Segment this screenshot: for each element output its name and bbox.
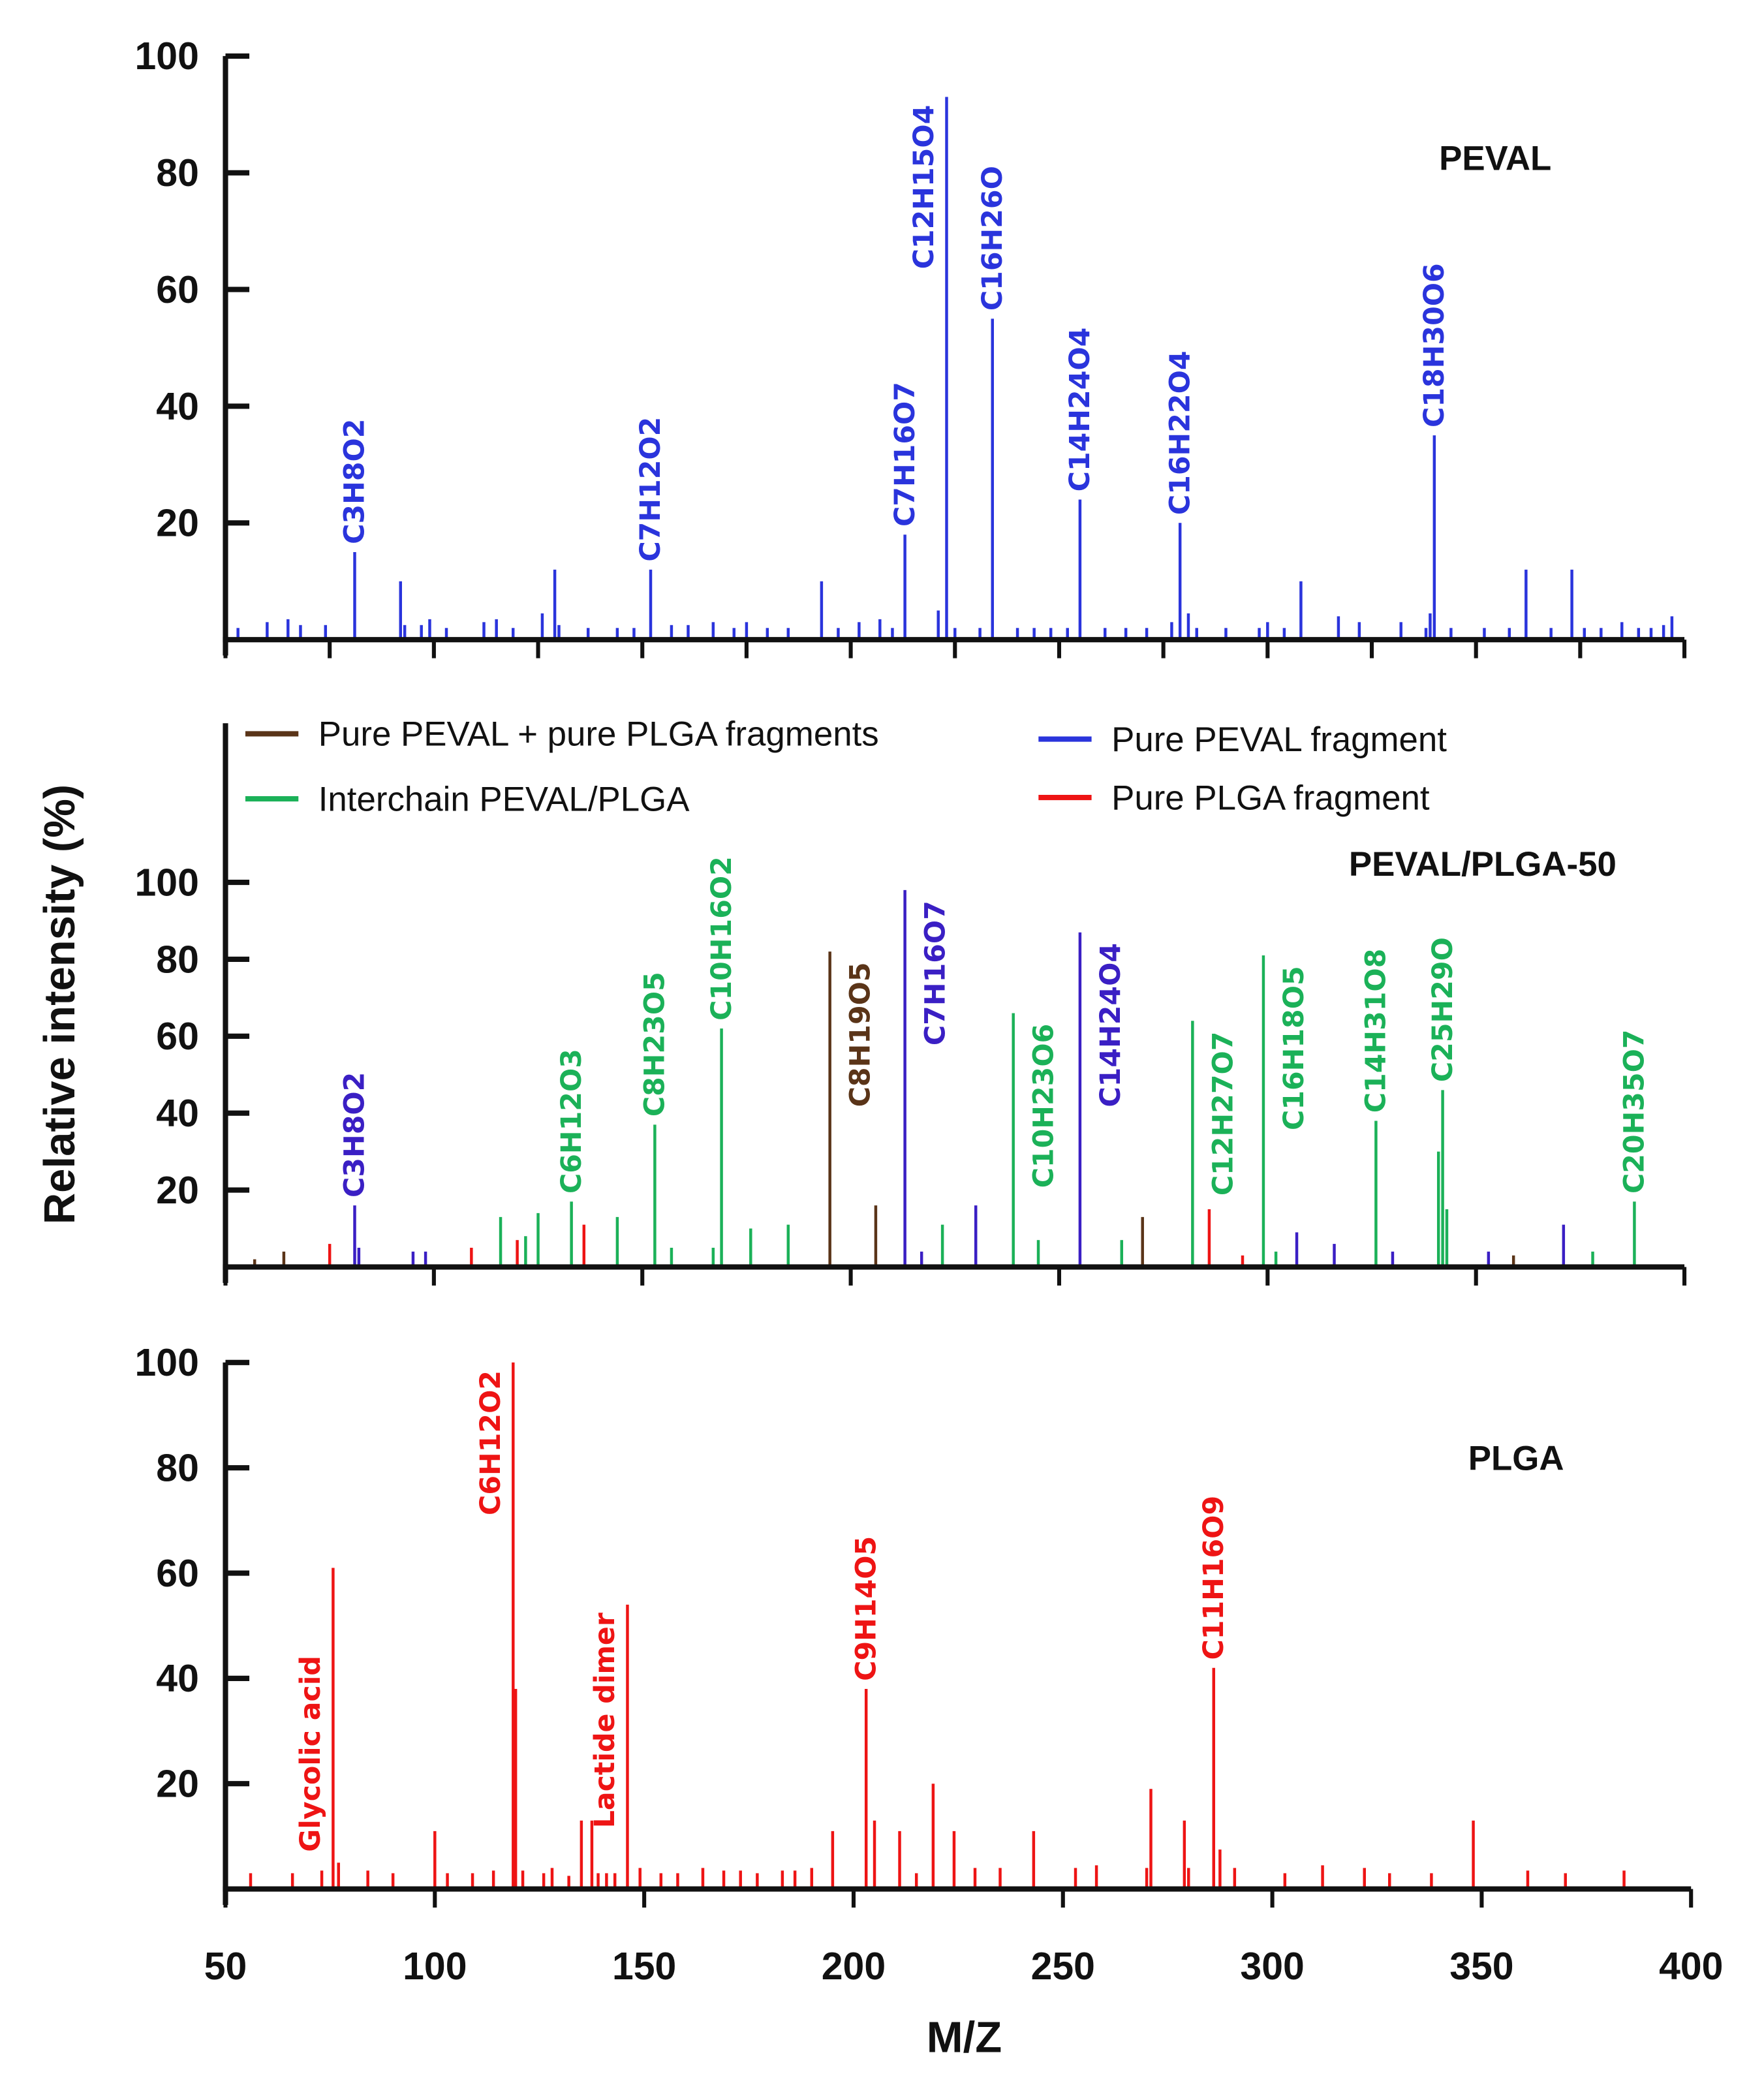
peak-label: C18H30O6	[1418, 263, 1451, 427]
panel-title: PEVAL	[1439, 140, 1551, 178]
peak-label: C7H16O7	[889, 382, 921, 527]
peak-label: C12H15O4	[908, 105, 940, 270]
y-tick-label: 60	[156, 1553, 199, 1595]
legend-label: Interchain PEVAL/PLGA	[318, 780, 690, 818]
x-tick-label: 250	[1031, 1945, 1095, 1988]
peak-label: C14H31O8	[1360, 949, 1393, 1113]
peak-label: Glycolic acid	[294, 1656, 327, 1852]
legend-item: Pure PLGA fragment	[1038, 779, 1430, 817]
peak-label: C12H27O7	[1207, 1032, 1239, 1196]
y-tick-label: 40	[156, 1658, 199, 1700]
legend-item: Pure PEVAL + pure PLGA fragments	[245, 715, 879, 754]
y-tick-label: 20	[156, 1763, 199, 1806]
peak-label: C16H18O5	[1278, 966, 1310, 1130]
peak-label: C7H12O2	[634, 417, 667, 562]
x-tick-label: 400	[1659, 1945, 1723, 1988]
x-tick-label: 350	[1449, 1945, 1513, 1988]
x-tick-label: 50	[204, 1945, 247, 1988]
y-tick-label: 60	[156, 269, 199, 311]
y-axis-title: Relative intensity (%)	[35, 784, 84, 1224]
y-tick-label: 20	[156, 1169, 199, 1212]
panel-title: PEVAL/PLGA-50	[1349, 845, 1617, 884]
legend-label: Pure PEVAL fragment	[1111, 720, 1447, 759]
panel-plga: Glycolic acid C6H12O2 Lactide dimer C9H14O5…	[135, 1342, 1724, 1988]
peak-label: C14H24O4	[1094, 943, 1127, 1107]
peak-label: C7H16O7	[920, 901, 952, 1045]
peak-label: C9H14O5	[850, 1536, 882, 1681]
peak-label: C6H12O3	[555, 1049, 588, 1194]
x-tick-label: 150	[612, 1945, 676, 1988]
legend-item: Interchain PEVAL/PLGA	[245, 780, 690, 818]
peak-label: C10H23O6	[1028, 1024, 1060, 1188]
legend-label: Pure PEVAL + pure PLGA fragments	[318, 715, 879, 754]
x-tick-label: 300	[1240, 1945, 1304, 1988]
y-tick-label: 80	[156, 1447, 199, 1489]
peak-label: C16H26O	[976, 166, 1009, 311]
y-tick-label: 20	[156, 502, 199, 545]
y-tick-label: 40	[156, 386, 199, 428]
y-tick-label: 80	[156, 152, 199, 194]
y-tick-label: 100	[135, 35, 199, 78]
peak-label: C11H16O9	[1198, 1496, 1230, 1660]
peak-label: C25H29O	[1427, 937, 1459, 1082]
panel-title: PLGA	[1468, 1439, 1564, 1477]
x-tick-label: 200	[822, 1945, 886, 1988]
y-tick-label: 100	[135, 1342, 199, 1384]
legend-label: Pure PLGA fragment	[1111, 779, 1430, 817]
y-tick-label: 100	[135, 861, 199, 904]
peak-label: C3H8O2	[339, 1072, 371, 1198]
panel-peval-plga-50: C3H8O2 C6H12O3 C8H23O5 C10H16O2 C8H19O5 C7H16…	[135, 715, 1687, 1286]
peak-label: C3H8O2	[339, 419, 371, 544]
x-axis-title: M/Z	[927, 2013, 1002, 2062]
legend-item: Pure PEVAL fragment	[1038, 720, 1447, 759]
x-tick-label: 100	[403, 1945, 467, 1988]
y-tick-label: 60	[156, 1015, 199, 1058]
peak-label: C8H23O5	[639, 972, 672, 1117]
panel-peval: C3H8O2 C7H12O2 C7H16O7 C12H15O4 C16H26O C14H2…	[135, 35, 1687, 658]
y-tick-label: 40	[156, 1092, 199, 1135]
peak-label: C20H35O7	[1618, 1029, 1651, 1194]
peak-label: Lactide dimer	[589, 1613, 621, 1828]
peak-label: C14H24O4	[1064, 328, 1096, 492]
peak-label: C16H22O4	[1164, 350, 1196, 515]
peak-label: C6H12O2	[474, 1370, 507, 1515]
peak-label: C8H19O5	[844, 962, 877, 1107]
y-tick-label: 80	[156, 938, 199, 981]
peak-label: C10H16O2	[705, 856, 738, 1021]
